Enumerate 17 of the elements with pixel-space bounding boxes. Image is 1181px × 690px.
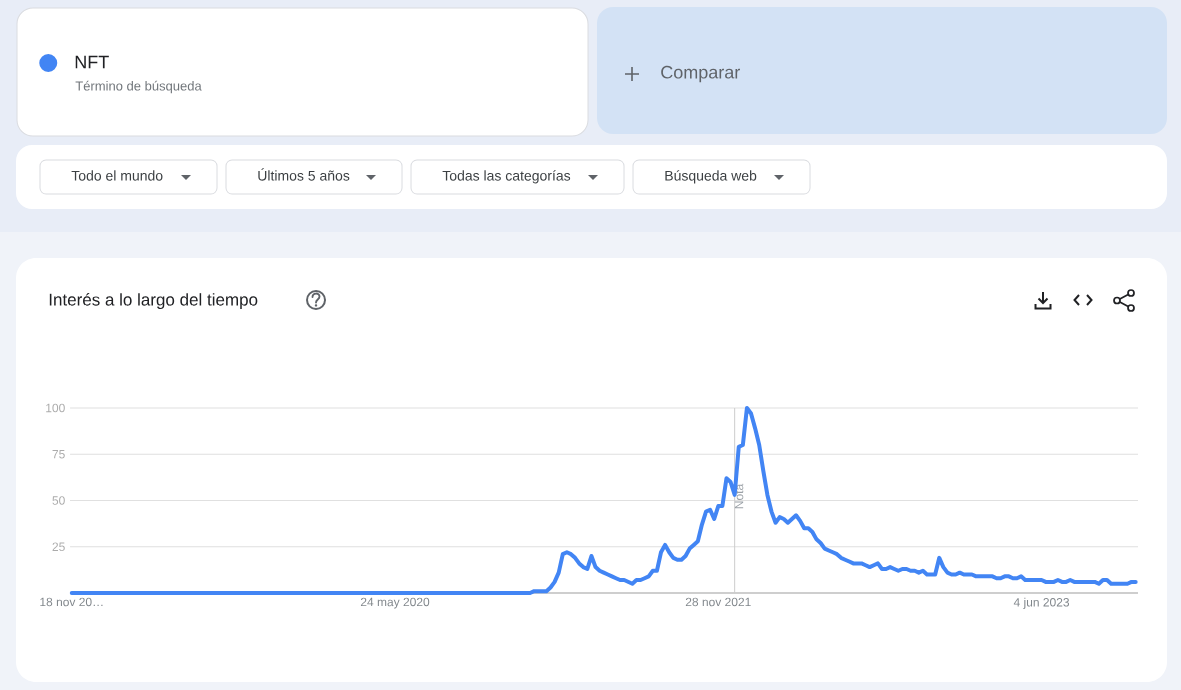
ref-line-label: Nota [734,483,744,509]
text: Término de búsqueda [75,80,202,94]
y-tick-label: 50 [52,496,65,505]
x-tick-label: 18 nov 20… [40,597,103,607]
x-tick-label: 28 nov 2021 [685,597,751,607]
text: Todas las categorías [442,170,571,184]
text: Comparar [661,65,740,83]
x-tick-label: 24 may 2020 [360,597,430,609]
y-tick-label: 25 [52,542,65,552]
text: Todo el mundo [71,170,163,181]
text: Búsqueda web [665,170,757,184]
text: Últimos 5 años [258,168,350,181]
chart-title: Interés a lo largo del tiempo [49,292,258,310]
y-tick-label: 75 [52,450,65,459]
legend-label: NFT [75,55,109,69]
y-tick-label: 100 [46,403,65,413]
x-tick-label: 4 jun 2023 [1013,597,1070,609]
